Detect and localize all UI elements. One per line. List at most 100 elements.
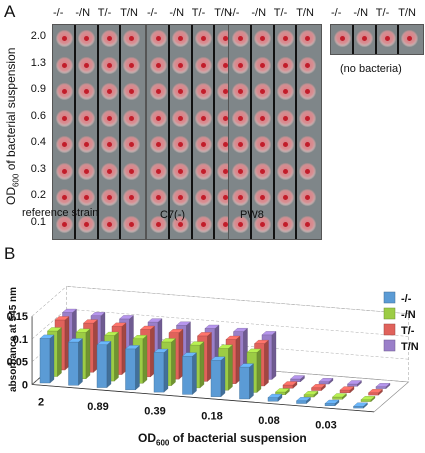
- well-pellet: [156, 115, 161, 121]
- plate-well: [56, 109, 73, 127]
- bar-top: [233, 328, 248, 332]
- plate-well: [276, 189, 294, 206]
- bar-top: [210, 356, 226, 361]
- well-pellet: [156, 221, 161, 227]
- plate-well: [232, 162, 249, 180]
- well-pellet: [156, 89, 161, 94]
- plate-well: [172, 189, 190, 206]
- plate-well: [123, 30, 141, 47]
- well-pellet: [129, 36, 135, 41]
- well-pellet: [223, 221, 229, 227]
- column-header: -/N: [353, 7, 369, 19]
- well-pellet: [282, 89, 288, 94]
- well-pellet: [156, 36, 161, 41]
- y-tick-label: 0.1: [13, 334, 28, 346]
- bar-top: [347, 380, 362, 385]
- bar-side: [228, 344, 233, 391]
- plate-well: [123, 162, 141, 180]
- bar-top: [303, 391, 319, 395]
- plate-well: [100, 109, 118, 127]
- bar-front: [153, 352, 165, 393]
- bar-front: [182, 355, 193, 395]
- column-separator: [295, 25, 298, 239]
- panel-a-letter: A: [4, 2, 16, 21]
- well-pellet: [260, 62, 266, 68]
- plate-well: [56, 162, 73, 180]
- plate-well: [194, 189, 212, 206]
- plate-well: [100, 136, 118, 153]
- well-pellet: [200, 142, 206, 147]
- plate-well: [194, 56, 212, 74]
- bar-front: [332, 396, 343, 400]
- chart-y-axis-label: absorbance at 545 nm: [8, 287, 19, 392]
- plate-well: [56, 56, 73, 74]
- plate-well: [276, 109, 294, 127]
- plate-well: [276, 215, 294, 233]
- column-header: T/-: [375, 7, 390, 19]
- bar-top: [75, 328, 91, 333]
- well-pellet: [238, 221, 243, 227]
- plate-well: [150, 109, 167, 127]
- x-tick-label: 0.18: [201, 410, 222, 422]
- plate-well: [401, 30, 419, 47]
- plate-well: [172, 56, 190, 74]
- column-header: -/-: [331, 7, 342, 19]
- column-separator: [213, 25, 216, 239]
- well-pellet: [305, 195, 311, 200]
- column-header: -/-: [229, 7, 240, 19]
- bar-side: [264, 339, 269, 387]
- well-pellet: [223, 195, 229, 200]
- well-pellet: [84, 36, 90, 41]
- column-header: -/N: [251, 7, 267, 19]
- well-pellet: [106, 168, 112, 174]
- well-pellet: [129, 115, 135, 121]
- plate-well: [150, 56, 167, 74]
- plate-well: [254, 136, 272, 153]
- plate-well: [150, 162, 167, 180]
- bar-top: [296, 397, 311, 401]
- column-separator: [397, 25, 400, 54]
- bar-side: [49, 334, 55, 384]
- column-separator: [352, 25, 355, 54]
- well-pellet: [200, 62, 206, 68]
- plate-well: [56, 136, 73, 153]
- plate-well: [194, 215, 212, 233]
- bar-front: [318, 381, 330, 385]
- plate-well: [100, 30, 118, 47]
- well-pellet: [238, 142, 243, 147]
- bar-top: [111, 322, 127, 327]
- plate-well: [299, 215, 317, 233]
- plate-well: [150, 30, 167, 47]
- well-pellet: [106, 195, 112, 200]
- well-pellet: [260, 115, 266, 121]
- well-pellet: [62, 89, 67, 94]
- plate-well: [254, 162, 272, 180]
- chart-floor-front-edge: [32, 384, 375, 413]
- well-pellet: [384, 36, 390, 41]
- well-pellet: [340, 36, 345, 41]
- well-pellet: [260, 36, 266, 41]
- bar-top: [119, 315, 134, 320]
- plate-well: [194, 162, 212, 180]
- well-pellet: [84, 142, 90, 147]
- bar-top: [261, 331, 277, 336]
- od-label: 0.9: [30, 83, 46, 95]
- plate-well: [232, 30, 249, 47]
- well-pellet: [362, 36, 368, 41]
- column-header: -/N: [169, 7, 185, 19]
- bar-top: [267, 393, 283, 398]
- well-pellet: [200, 168, 206, 174]
- bar-front: [282, 384, 294, 389]
- bar-side: [271, 331, 277, 380]
- od-label: 0.3: [30, 162, 46, 175]
- bar-side: [114, 331, 119, 382]
- well-pellet: [62, 142, 67, 147]
- plate-well: [123, 83, 141, 100]
- well-pellet: [282, 115, 288, 121]
- well-pellet: [282, 195, 288, 200]
- plate-well: [56, 215, 73, 233]
- plate-well: [232, 215, 249, 233]
- column-separator: [250, 25, 253, 239]
- column-separator: [96, 25, 99, 239]
- x-tick-label: 0.89: [87, 401, 108, 413]
